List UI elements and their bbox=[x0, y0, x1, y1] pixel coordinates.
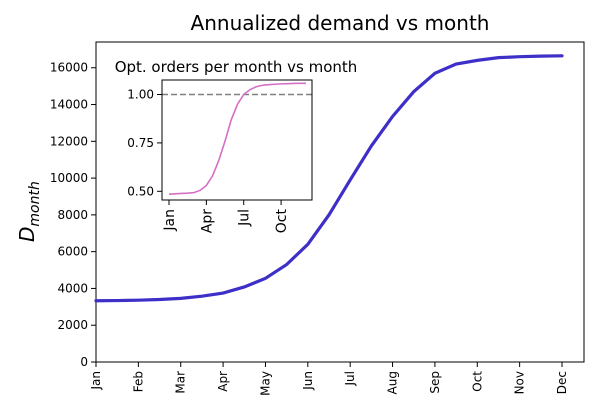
inset-x-tick-label: Jul bbox=[237, 209, 253, 227]
main-y-tick-label: 14000 bbox=[50, 98, 88, 112]
main-x-tick-label: Oct bbox=[470, 371, 484, 392]
inset-y-tick-label: 1.00 bbox=[127, 88, 154, 102]
inset-plot-frame bbox=[161, 79, 313, 201]
main-y-ticks: 0 2000 4000 6000 8000 10000 12000 14000 16000 bbox=[50, 61, 96, 369]
main-x-tick-label: Sep bbox=[428, 371, 442, 394]
y-axis-label-subscript: month bbox=[27, 181, 43, 226]
main-y-tick-label: 10000 bbox=[50, 171, 88, 185]
main-x-tick-label: Feb bbox=[131, 371, 145, 392]
chart-title: Annualized demand vs month bbox=[191, 11, 490, 35]
main-y-tick-label: 4000 bbox=[57, 281, 88, 295]
main-y-tick-label: 0 bbox=[80, 355, 88, 369]
inset-y-tick-label: 0.50 bbox=[127, 184, 154, 198]
main-x-tick-label: Dec bbox=[555, 371, 569, 394]
main-x-tick-label: Apr bbox=[216, 371, 230, 392]
main-x-tick-label: Nov bbox=[513, 371, 527, 394]
inset-x-tick-label: Oct bbox=[274, 209, 290, 234]
inset-y-ticks: 0.50 0.75 1.00 bbox=[127, 88, 162, 198]
main-y-tick-label: 8000 bbox=[57, 208, 88, 222]
inset-x-ticks: Jan Apr Jul Oct bbox=[162, 200, 290, 233]
main-x-ticks: Jan Feb Mar Apr May Jun Jul Aug Sep Oct Nov Dec bbox=[89, 362, 569, 396]
y-axis-label: Dmonth bbox=[15, 181, 43, 242]
main-x-tick-label: Mar bbox=[174, 371, 188, 394]
main-x-tick-label: Jul bbox=[343, 371, 357, 386]
demand-series-line bbox=[94, 54, 564, 303]
main-chart: Annualized demand vs month 0 2000 4000 6000… bbox=[15, 11, 585, 396]
main-x-tick-label: Aug bbox=[386, 371, 400, 394]
inset-title: Opt. orders per month vs month bbox=[115, 58, 358, 76]
main-y-tick-label: 12000 bbox=[50, 134, 88, 148]
main-y-tick-label: 16000 bbox=[50, 61, 88, 75]
orders-series-line bbox=[168, 82, 306, 195]
inset-background bbox=[162, 80, 312, 200]
main-plot-frame bbox=[95, 41, 585, 363]
inset-x-tick-label: Jan bbox=[162, 209, 178, 232]
main-x-tick-label: Jan bbox=[89, 371, 103, 391]
main-x-tick-label: Jun bbox=[301, 371, 315, 391]
main-y-tick-label: 2000 bbox=[57, 318, 88, 332]
main-x-tick-label: May bbox=[258, 371, 272, 396]
inset-y-tick-label: 0.75 bbox=[127, 136, 154, 150]
main-y-tick-label: 6000 bbox=[57, 245, 88, 259]
inset-chart: Opt. orders per month vs month 0.50 0.75 1… bbox=[115, 58, 358, 233]
inset-x-tick-label: Apr bbox=[199, 209, 215, 233]
y-axis-label-base: D bbox=[15, 227, 39, 242]
